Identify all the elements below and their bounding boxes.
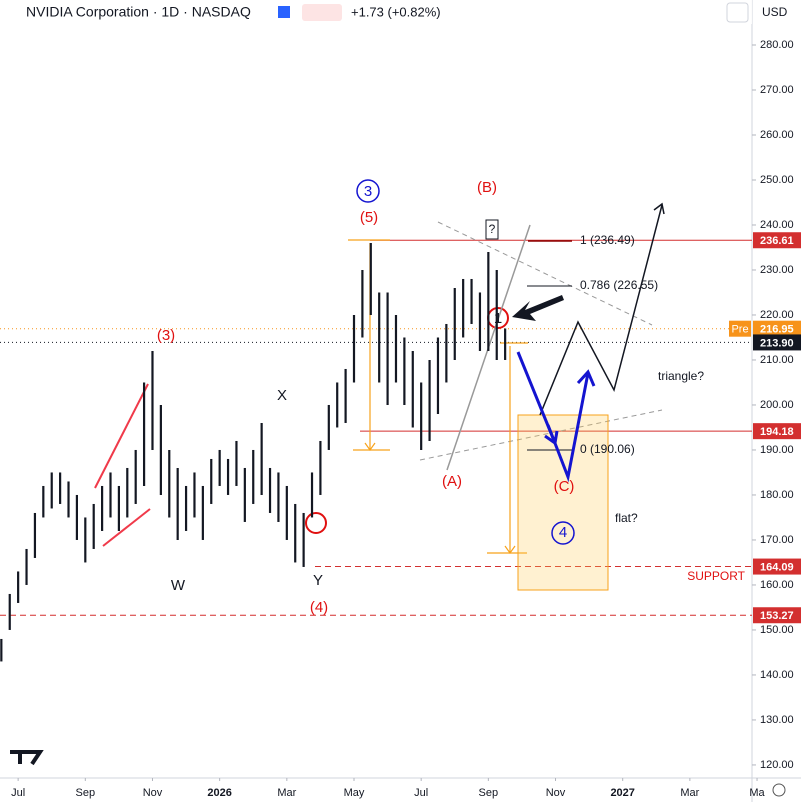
marker-circle bbox=[305, 512, 327, 534]
wave-circle bbox=[551, 521, 575, 545]
session-icons[interactable] bbox=[302, 4, 342, 21]
price-tag-label: 213.90 bbox=[760, 337, 794, 349]
x-tick-label: Jul bbox=[11, 787, 25, 799]
path-arrow bbox=[539, 202, 665, 416]
price-tag-label: 236.61 bbox=[760, 235, 794, 247]
annotations: (B) 3 (5)? 1 (236.49) 0.786 (226.55) (3) X 1 tri… bbox=[157, 179, 746, 616]
annotation: flat? bbox=[615, 511, 638, 525]
pre-tag-label: Pre bbox=[731, 324, 748, 336]
annotation: Y bbox=[313, 572, 323, 589]
price-tag bbox=[753, 423, 801, 440]
button[interactable] bbox=[726, 2, 749, 23]
x-tick-label: 2027 bbox=[610, 787, 634, 799]
x-tick-label: Sep bbox=[479, 787, 499, 799]
y-tick-label: 210.00 bbox=[760, 354, 794, 366]
x-tick-label: Nov bbox=[143, 787, 163, 799]
price-tag-label: 216.95 bbox=[760, 324, 794, 336]
drawings bbox=[10, 179, 665, 766]
annotation: 4 bbox=[559, 524, 567, 541]
x-tick-label: Ma bbox=[749, 787, 765, 799]
y-tick-label: 280.00 bbox=[760, 39, 794, 51]
y-tick-label: 150.00 bbox=[760, 624, 794, 636]
y-tick-label: 190.00 bbox=[760, 444, 794, 456]
y-tick-label: 270.00 bbox=[760, 84, 794, 96]
annotation: 1 bbox=[494, 310, 502, 327]
annotation: 0.786 (226.55) bbox=[580, 278, 658, 292]
annotation: (3) bbox=[157, 327, 175, 344]
y-tick-label: 240.00 bbox=[760, 219, 794, 231]
logo bbox=[10, 750, 44, 766]
annotation: 1 (236.49) bbox=[580, 233, 635, 247]
price-bars bbox=[0, 242, 507, 662]
y-tick-label: 180.00 bbox=[760, 489, 794, 501]
x-tick-label: Mar bbox=[680, 787, 699, 799]
x-tick-label: Nov bbox=[546, 787, 566, 799]
trend-line bbox=[94, 383, 149, 489]
annotation: W bbox=[171, 577, 186, 594]
annotation: SUPPORT bbox=[687, 569, 745, 583]
target-box bbox=[517, 414, 609, 591]
y-tick-label: 140.00 bbox=[760, 669, 794, 681]
annotation: 0 (190.06) bbox=[580, 442, 635, 456]
annotation: ? bbox=[489, 222, 496, 236]
y-tick-label: 130.00 bbox=[760, 714, 794, 726]
price-tag-label: 194.18 bbox=[760, 426, 794, 438]
annotation: triangle? bbox=[658, 369, 704, 383]
price-tag-label: 164.09 bbox=[760, 561, 794, 573]
label-box bbox=[485, 219, 499, 240]
x-tick-label: May bbox=[344, 787, 365, 799]
path-arrow bbox=[546, 369, 596, 483]
y-tick-label: 120.00 bbox=[760, 759, 794, 771]
price-tag bbox=[753, 607, 801, 624]
y-tick-label: 250.00 bbox=[760, 174, 794, 186]
triangle-line bbox=[437, 221, 653, 326]
settings-icon[interactable] bbox=[772, 783, 786, 797]
wave-circle bbox=[356, 179, 380, 203]
symbol-title: NVIDIA Corporation · 1D · NASDAQ bbox=[26, 4, 251, 20]
y-tick-label: 200.00 bbox=[760, 399, 794, 411]
annotation: 3 bbox=[364, 183, 372, 200]
x-tick-label: Jul bbox=[414, 787, 428, 799]
flag-icon[interactable] bbox=[278, 6, 290, 18]
annotation: (C) bbox=[554, 478, 575, 495]
trend-line bbox=[102, 508, 151, 547]
currency[interactable]: USD bbox=[762, 5, 788, 19]
pointer-arrow bbox=[512, 295, 564, 321]
annotation: (5) bbox=[360, 209, 378, 226]
y-tick-label: 260.00 bbox=[760, 129, 794, 141]
annotation: (4) bbox=[310, 599, 328, 616]
price-change: +1.73 (+0.82%) bbox=[351, 4, 441, 19]
header-bg bbox=[0, 0, 752, 24]
annotation: (B) bbox=[477, 179, 497, 196]
y-tick-label: 160.00 bbox=[760, 579, 794, 591]
annotation: X bbox=[277, 387, 287, 404]
price-tag bbox=[753, 558, 801, 575]
annotation: (A) bbox=[442, 473, 462, 490]
pre-tag bbox=[729, 320, 751, 337]
x-tick-label: Sep bbox=[76, 787, 96, 799]
price-tag bbox=[753, 320, 801, 337]
x-tick-label: 2026 bbox=[207, 787, 231, 799]
price-tag bbox=[753, 334, 801, 351]
y-tick-label: 230.00 bbox=[760, 264, 794, 276]
measure bbox=[348, 239, 528, 555]
y-tick-label: 220.00 bbox=[760, 309, 794, 321]
price-tag-label: 153.27 bbox=[760, 610, 794, 622]
x-tick-label: Mar bbox=[277, 787, 296, 799]
y-tick-label: 170.00 bbox=[760, 534, 794, 546]
price-tag bbox=[753, 232, 801, 249]
